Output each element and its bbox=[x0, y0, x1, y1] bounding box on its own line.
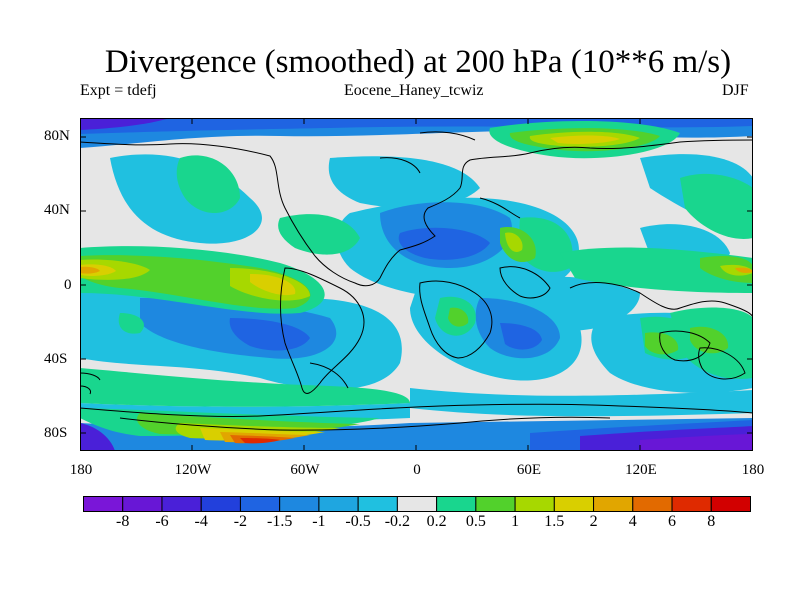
colorbar-swatch bbox=[161, 496, 202, 512]
colorbar-swatch bbox=[239, 496, 281, 512]
colorbar-swatch bbox=[122, 496, 163, 512]
lon-label-120e: 120E bbox=[625, 462, 657, 478]
lon-label-60w: 60W bbox=[290, 462, 320, 478]
colorbar-swatch bbox=[514, 496, 555, 512]
case-name-label: Eocene_Haney_tcwiz bbox=[344, 82, 484, 99]
colorbar-swatch bbox=[436, 496, 477, 512]
colorbar-label: -1.5 bbox=[267, 513, 293, 530]
colorbar-swatch bbox=[671, 496, 712, 512]
lon-label-120w: 120W bbox=[174, 462, 212, 478]
experiment-label: Expt = tdefj bbox=[80, 82, 157, 99]
colorbar-swatch bbox=[357, 496, 398, 512]
colorbar-label: 1 bbox=[511, 513, 520, 530]
colorbar-label: 8 bbox=[707, 513, 716, 530]
colorbar-swatch bbox=[200, 496, 241, 512]
colorbar-swatch bbox=[553, 496, 595, 512]
colorbar-label: 4 bbox=[628, 513, 637, 530]
divergence-map bbox=[80, 118, 753, 451]
colorbar-label: -1 bbox=[312, 513, 326, 530]
coastlines bbox=[80, 131, 753, 431]
colorbar-label: -0.5 bbox=[345, 513, 371, 530]
colorbar-swatch bbox=[593, 496, 634, 512]
lat-label-equator: 0 bbox=[64, 277, 72, 293]
colorbar-swatch bbox=[83, 496, 124, 512]
colorbar-swatch bbox=[396, 496, 438, 512]
map-title: Divergence (smoothed) at 200 hPa (10**6 … bbox=[104, 44, 732, 80]
colorbar-label: 0.5 bbox=[465, 513, 486, 530]
lon-label-0: 0 bbox=[413, 462, 421, 478]
lon-label-60e: 60E bbox=[516, 462, 542, 478]
lat-label-80n: 80N bbox=[44, 128, 70, 144]
colorbar bbox=[83, 496, 751, 512]
season-label: DJF bbox=[722, 82, 749, 99]
colorbar-label: -2 bbox=[233, 513, 248, 530]
colorbar-label: 0.2 bbox=[426, 513, 447, 530]
colorbar-label: 1.5 bbox=[544, 513, 565, 530]
lon-label-180e: 180 bbox=[741, 462, 765, 478]
lat-label-40n: 40N bbox=[44, 202, 70, 218]
colorbar-label: 6 bbox=[668, 513, 676, 530]
map-ticks bbox=[80, 118, 753, 451]
lat-label-80s: 80S bbox=[44, 425, 68, 441]
lon-label-180w: 180 bbox=[69, 462, 93, 478]
colorbar-label: -0.2 bbox=[384, 513, 411, 530]
colorbar-swatch bbox=[475, 496, 516, 512]
colorbar-swatch bbox=[279, 496, 320, 512]
colorbar-label: -4 bbox=[194, 513, 208, 530]
colorbar-label: -8 bbox=[116, 513, 130, 530]
extreme-divergence-region bbox=[240, 438, 280, 444]
colorbar-swatch bbox=[318, 496, 359, 512]
colorbar-label: 2 bbox=[589, 513, 598, 530]
colorbar-swatch bbox=[632, 496, 673, 512]
colorbar-label: -6 bbox=[155, 513, 169, 530]
lat-label-40s: 40S bbox=[44, 351, 68, 367]
colorbar-swatch bbox=[710, 496, 751, 512]
extreme-convergence-region bbox=[640, 434, 753, 451]
